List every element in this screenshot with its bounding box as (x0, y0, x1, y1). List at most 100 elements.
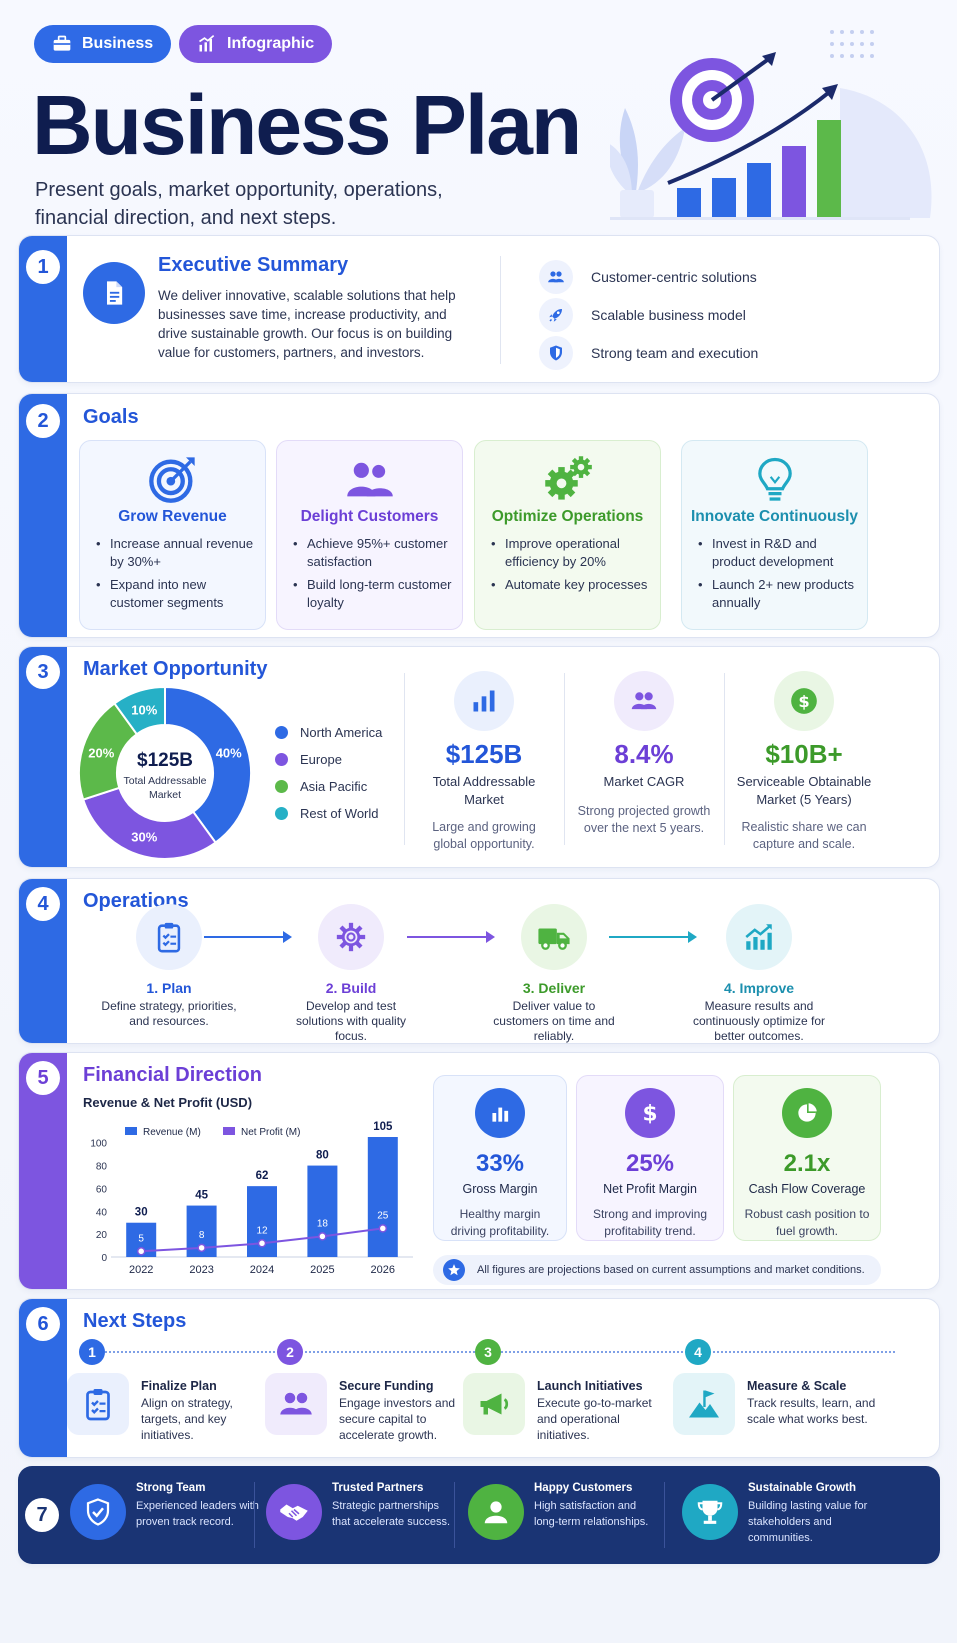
dot-grid-icon (830, 30, 874, 58)
page-title: Business Plan (32, 78, 582, 172)
goal-card-grow-revenue: Grow Revenue Increase annual revenue by … (79, 440, 266, 630)
goal-card-optimize-operations: Optimize Operations Improve operational … (474, 440, 661, 630)
donut-slice-3 (113, 685, 166, 736)
dollar-icon: $ (625, 1088, 675, 1138)
section-number: 6 (26, 1307, 60, 1341)
executive-summary-text: We deliver innovative, scalable solution… (158, 288, 456, 360)
feature-label: Customer-centric solutions (591, 269, 757, 285)
legend-label: Europe (300, 752, 342, 767)
legend-label: North America (300, 725, 383, 740)
arrow-icon (407, 931, 495, 943)
y-tick-label: 40 (96, 1207, 108, 1218)
legend-item: Asia Pacific (275, 779, 367, 794)
arrow-icon (609, 931, 697, 943)
donut-slice-label: 30% (131, 830, 157, 845)
user-icon (468, 1484, 524, 1540)
section-number: 3 (26, 655, 60, 689)
pillar-trusted-partners: Trusted Partners Strategic partnerships … (266, 1478, 466, 1556)
goal-bullets: Improve operational efficiency by 20% Au… (491, 535, 651, 599)
stat-label: Total Addressable Market (432, 774, 536, 807)
feature-item: Strong team and execution (539, 336, 758, 370)
bar-chart-icon (454, 671, 514, 731)
donut-center-label: Total Addressable Market (123, 775, 207, 801)
pillar-description: Strategic partnerships that accelerate s… (332, 1500, 451, 1528)
operations-step-deliver: 3. Deliver Deliver value to customers on… (474, 904, 634, 1043)
step-title: 4. Improve (723, 980, 795, 996)
revenue-value-label: 45 (195, 1190, 208, 1202)
revenue-value-label: 80 (316, 1150, 329, 1162)
gear-icon (318, 904, 384, 970)
x-tick-label: 2026 (371, 1264, 395, 1276)
donut-center-value: $125B (137, 750, 193, 771)
x-tick-label: 2022 (129, 1264, 153, 1276)
x-tick-label: 2025 (310, 1264, 334, 1276)
growth-bars (677, 120, 841, 218)
goal-bullet: Achieve 95%+ customer satisfaction (293, 535, 453, 571)
operations-section: 4 Operations 1. Plan Define strategy, pr… (18, 878, 940, 1044)
legend-item: Rest of World (275, 806, 379, 821)
gears-icon (544, 456, 592, 500)
section-title: Goals (83, 406, 139, 428)
y-tick-label: 60 (96, 1184, 108, 1195)
trophy-icon (682, 1484, 738, 1540)
business-tag[interactable]: Business (34, 25, 172, 63)
x-tick-label: 2024 (250, 1264, 274, 1276)
kpi-gross-margin: 33% Gross Margin Healthy margin driving … (433, 1075, 567, 1241)
svg-text:$: $ (642, 1102, 657, 1126)
flag-icon (673, 1373, 735, 1435)
section-number: 2 (26, 404, 60, 438)
net-profit-point (136, 1247, 146, 1256)
market-opportunity-section: 3 Market Opportunity 40% 30% 20% 10% $125B … (18, 646, 940, 868)
kpi-label: Net Profit Margin (603, 1182, 697, 1196)
section-title: Financial Direction (83, 1064, 262, 1086)
goal-title: Delight Customers (300, 508, 439, 525)
handshake-icon (266, 1484, 322, 1540)
next-step-title: Measure & Scale (747, 1379, 847, 1393)
legend-label: Asia Pacific (300, 779, 368, 794)
kpi-value: 2.1x (783, 1150, 831, 1177)
net-profit-value-label: 8 (199, 1230, 205, 1241)
donut-slice-0 (164, 685, 252, 844)
goal-bullets: Invest in R&D and product development La… (698, 535, 858, 617)
users-icon (265, 1373, 327, 1435)
step-description: Define strategy, priorities, and resourc… (101, 999, 237, 1028)
pillar-title: Strong Team (136, 1482, 206, 1494)
stat-value: $10B+ (765, 739, 843, 769)
megaphone-icon (463, 1373, 525, 1435)
section-title: Executive Summary (158, 254, 349, 276)
target-icon (148, 457, 195, 503)
bar-chart-icon (475, 1088, 525, 1138)
stat-value: 8.4% (614, 739, 674, 769)
rocket-icon (539, 298, 573, 332)
pillar-happy-customers: Happy Customers High satisfaction and lo… (468, 1478, 668, 1556)
goal-bullet: Build long-term customer loyalty (293, 576, 453, 612)
svg-text:$: $ (798, 692, 809, 711)
revenue-bar (307, 1165, 338, 1257)
financial-direction-section: 5 Financial Direction Revenue & Net Prof… (18, 1052, 940, 1290)
pillar-strong-team: Strong Team Experienced leaders with pro… (70, 1478, 270, 1556)
arrow-icon (204, 931, 292, 943)
pie-icon (782, 1088, 832, 1138)
step-number: 3 (475, 1339, 501, 1365)
shield-icon (539, 336, 573, 370)
next-step-title: Secure Funding (339, 1379, 434, 1393)
page-subtitle: Present goals, market opportunity, opera… (35, 179, 443, 229)
y-tick-label: 100 (90, 1139, 107, 1150)
goal-bullet: Increase annual revenue by 30%+ (96, 535, 256, 571)
infographic-tag[interactable]: Infographic (179, 25, 333, 63)
goal-title: Innovate Continuously (690, 508, 859, 525)
y-tick-label: 20 (96, 1230, 108, 1241)
pillar-description: High satisfaction and long-term relation… (534, 1500, 649, 1528)
goal-bullet: Improve operational efficiency by 20% (491, 535, 651, 571)
executive-summary-section: 1 Executive Summary We deliver innovativ… (18, 235, 940, 383)
goal-bullets: Achieve 95%+ customer satisfaction Build… (293, 535, 453, 617)
section-number: 5 (26, 1061, 60, 1095)
section-title: Next Steps (83, 1310, 187, 1332)
goal-card-innovate-continuously: Innovate Continuously Invest in R&D and … (681, 440, 868, 630)
revenue-value-label: 62 (256, 1170, 269, 1182)
users-icon (539, 260, 573, 294)
document-icon (83, 262, 145, 324)
stat-description: Large and growing global opportunity. (432, 820, 536, 851)
donut-slice-label: 20% (88, 745, 114, 760)
